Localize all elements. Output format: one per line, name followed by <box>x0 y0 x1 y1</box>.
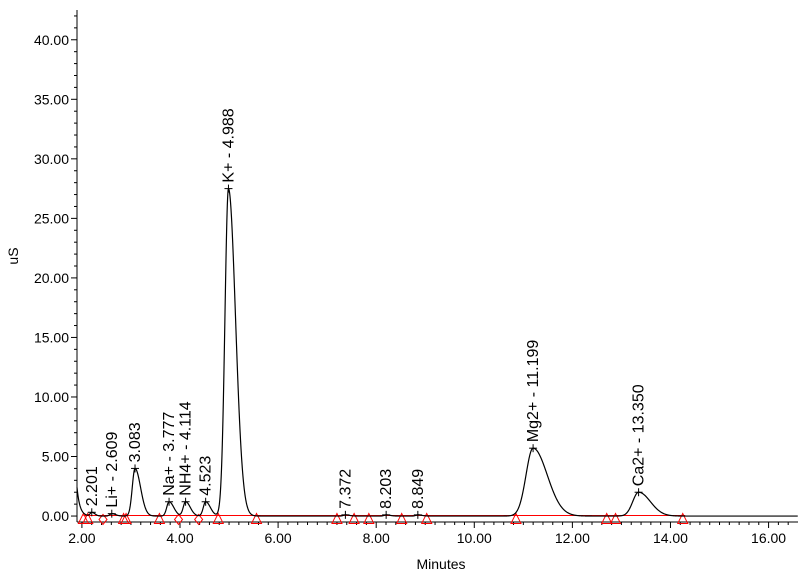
diamond-marker <box>98 513 108 526</box>
peak-label: 7.372 <box>337 469 354 509</box>
x-tick-label: 2.00 <box>68 530 95 546</box>
peak-label: 8.203 <box>378 469 395 509</box>
peak-label: 8.849 <box>410 469 427 509</box>
diamond-marker <box>193 513 204 526</box>
y-tick-label: 10.00 <box>34 389 69 405</box>
signal-trace <box>76 187 798 517</box>
baseline-marker <box>120 512 132 524</box>
peak-label: 3.083 <box>127 422 144 462</box>
peak-label: Li+ - 2.609 <box>104 432 121 508</box>
baseline-marker <box>510 512 522 524</box>
y-tick-label: 25.00 <box>34 210 69 226</box>
baseline-marker <box>420 512 433 524</box>
y-tick-label: 0.00 <box>42 508 69 524</box>
peak-label: Na+ - 3.777 <box>161 412 178 496</box>
peak-label: 2.201 <box>84 466 101 506</box>
y-tick-label: 30.00 <box>34 151 69 167</box>
peak-label: NH4+ - 4.114 <box>178 401 195 496</box>
baseline-marker <box>348 512 360 524</box>
peak-label: Ca2+ - 13.350 <box>631 384 648 486</box>
baseline-marker <box>81 512 94 524</box>
peak-label: Mg2+ - 11.199 <box>525 340 542 443</box>
axis-ticks: 0.00 5.00 10.00 15.00 20.00 25.00 30.00 35.00 40… <box>34 15 789 546</box>
x-tick-label: 16.00 <box>751 530 786 546</box>
baseline-marker <box>153 512 166 524</box>
peak-label: 4.523 <box>198 456 215 496</box>
x-tick-label: 12.00 <box>555 530 590 546</box>
trace-group <box>76 187 798 517</box>
x-tick-label: 10.00 <box>457 530 492 546</box>
diamond-marker <box>173 513 184 526</box>
baseline-marker <box>363 512 375 524</box>
baseline-marker <box>600 512 613 524</box>
y-axis-title: uS <box>5 247 21 264</box>
x-tick-label: 8.00 <box>363 530 390 546</box>
baseline-marker <box>331 512 343 524</box>
y-tick-label: 5.00 <box>42 449 69 465</box>
baseline-marker <box>609 512 622 524</box>
baseline-marker <box>250 512 263 524</box>
peak-label: K+ - 4.988 <box>220 108 237 182</box>
x-tick-label: 6.00 <box>264 530 291 546</box>
baseline-marker <box>676 512 689 524</box>
x-axis-title: Minutes <box>416 556 465 572</box>
peak-labels: 2.201 Li+ - 2.609 3.083 Na+ - 3.777 NH4+ - 4… <box>84 108 648 519</box>
y-tick-label: 40.00 <box>34 32 69 48</box>
y-tick-label: 35.00 <box>34 91 69 107</box>
x-tick-label: 4.00 <box>166 530 193 546</box>
marker-group <box>77 512 689 526</box>
y-tick-label: 15.00 <box>34 329 69 345</box>
y-tick-label: 20.00 <box>34 270 69 286</box>
baseline-marker <box>395 512 408 524</box>
baseline-marker <box>212 512 225 524</box>
x-tick-label: 14.00 <box>653 530 688 546</box>
